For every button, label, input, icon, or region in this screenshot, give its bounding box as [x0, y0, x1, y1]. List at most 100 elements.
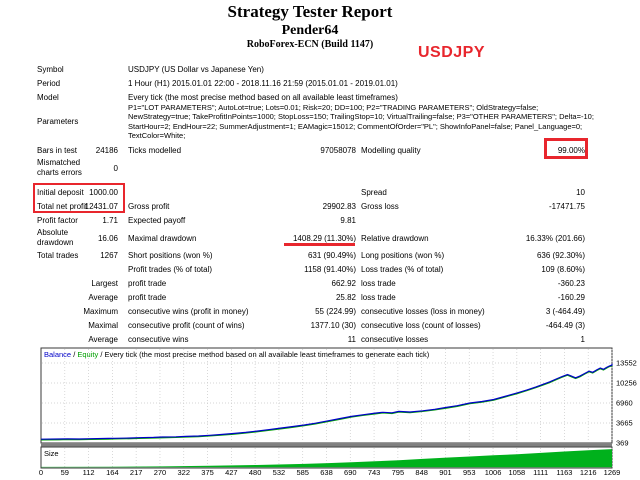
report-label: P1="LOT PARAMETERS"; AutoLot=true; Lots=… [128, 103, 594, 141]
report-label: Expected payoff [128, 216, 186, 225]
report-row: Total net profit 12431.07 Gross profit 2990… [0, 202, 640, 215]
symbol-annotation: USDJPY [418, 44, 486, 61]
report-title: Strategy Tester Report [227, 2, 393, 21]
y-axis-label: 3665 [616, 419, 633, 428]
report-value: 1267 [100, 251, 118, 260]
report-label: Maximal drawdown [128, 234, 197, 243]
report-row: Maximum consecutive wins (profit in money… [0, 307, 640, 320]
x-axis-label: 217 [130, 468, 143, 477]
report-label: 1 Hour (H1) 2015.01.01 22:00 - 2018.11.1… [128, 79, 398, 88]
report-value: -17471.75 [548, 202, 585, 211]
report-row: Initial deposit 1000.00 Spread 10 [0, 188, 640, 201]
report-label: consecutive wins [128, 335, 189, 344]
x-axis-label: 795 [392, 468, 405, 477]
x-axis-label: 1269 [604, 468, 621, 477]
x-axis-label: 690 [344, 468, 357, 477]
report-value: 12431.07 [84, 202, 118, 211]
x-axis-label: 1058 [508, 468, 525, 477]
report-label: consecutive wins (profit in money) [128, 307, 249, 316]
x-axis-label: 1111 [533, 468, 548, 477]
report-label: profit trade [128, 293, 167, 302]
report-label: Long positions (won %) [361, 251, 445, 260]
report-label: Relative drawdown [361, 234, 429, 243]
report-label: consecutive losses [361, 335, 429, 344]
highlight-modelling-quality [544, 138, 588, 159]
report-value: 10 [576, 188, 585, 197]
report-label: Short positions (won %) [128, 251, 213, 260]
report-row: Average profit trade 25.82 loss trade -160.2… [0, 293, 640, 306]
report-row: Largest profit trade 662.92 loss trade -360.… [0, 279, 640, 292]
x-axis-label: 164 [106, 468, 119, 477]
x-axis-label: 59 [61, 468, 69, 477]
report-value: 1408.29 (11.30%) [292, 234, 356, 243]
report-row: Mismatched charts errors 0 [0, 158, 640, 177]
report-value: 636 (92.30%) [536, 251, 585, 260]
report-label: consecutive losses (loss in money) [361, 307, 485, 316]
report-label: Gross loss [361, 202, 399, 211]
report-value: 25.82 [335, 293, 356, 302]
report-row: Period 1 Hour (H1) 2015.01.01 22:00 - 201… [0, 79, 640, 92]
report-label: Parameters [37, 117, 79, 126]
report-label: Total net profit [37, 202, 88, 211]
report-label: Ticks modelled [128, 146, 182, 155]
y-axis-label: 10256 [616, 379, 637, 388]
report-value: 0 [113, 164, 118, 173]
report-label: Model [37, 93, 59, 102]
report-value: 97058078 [320, 146, 356, 155]
x-axis-label: 1163 [556, 468, 572, 477]
x-axis-label: 112 [83, 468, 95, 477]
report-value: 16.06 [97, 234, 118, 243]
report-label: Modelling quality [361, 146, 421, 155]
report-value: 1.71 [102, 216, 118, 225]
report-row: Symbol USDJPY (US Dollar vs Japanese Yen) [0, 65, 640, 78]
report-value: -360.23 [557, 279, 585, 288]
report-value: Average [88, 293, 118, 302]
report-value: -160.29 [557, 293, 585, 302]
x-axis-label: 585 [296, 468, 309, 477]
report-value: Largest [91, 279, 118, 288]
report-row: Profit factor 1.71 Expected payoff 9.81 [0, 216, 640, 229]
highlight-deposit-profit [33, 183, 125, 213]
size-area [41, 448, 612, 468]
report-value: 3 (-464.49) [545, 307, 585, 316]
report-value: 1 [580, 335, 585, 344]
report-row: Total trades 1267 Short positions (won %) 6… [0, 251, 640, 264]
report-label: consecutive loss (count of losses) [361, 321, 481, 330]
size-panel-label: Size [44, 449, 59, 458]
report-value: 1000.00 [89, 188, 118, 197]
report-row: Model Every tick (the most precise method… [0, 93, 640, 106]
report-value: 29902.83 [322, 202, 356, 211]
ea-name: Pender64 [281, 23, 339, 38]
x-axis-label: 375 [201, 468, 214, 477]
x-axis-label: 1006 [485, 468, 502, 477]
report-value: 1158 (91.40%) [304, 265, 356, 274]
report-label: Bars in test [37, 146, 78, 155]
report-value: 9.81 [340, 216, 356, 225]
report-value: 631 (90.49%) [307, 251, 356, 260]
report-value: 662.92 [331, 279, 356, 288]
balance-line [40, 363, 613, 440]
y-axis-label: 369 [616, 439, 629, 448]
x-axis-label: 638 [320, 468, 333, 477]
highlight-maximal-drawdown [284, 243, 355, 246]
report-label: Total trades [37, 251, 79, 260]
y-axis-label: 6960 [616, 399, 633, 408]
legend-separator: / [71, 350, 78, 359]
x-axis-label: 532 [273, 468, 286, 477]
report-label: consecutive profit (count of wins) [128, 321, 245, 330]
report-row: Average consecutive wins 11 consecutive los… [0, 335, 640, 348]
report-row: Maximal consecutive profit (count of wins… [0, 321, 640, 334]
report-label: profit trade [128, 279, 167, 288]
x-axis-label: 901 [439, 468, 452, 477]
y-axis-label: 13552 [616, 359, 637, 368]
report-label: Loss trades (% of total) [361, 265, 444, 274]
report-label: loss trade [361, 293, 396, 302]
report-label: Spread [361, 188, 387, 197]
x-axis-label: 953 [463, 468, 476, 477]
report-label: Every tick (the most precise method base… [128, 93, 398, 102]
x-axis-label: 480 [249, 468, 262, 477]
report-label: Absolute drawdown [37, 228, 74, 247]
